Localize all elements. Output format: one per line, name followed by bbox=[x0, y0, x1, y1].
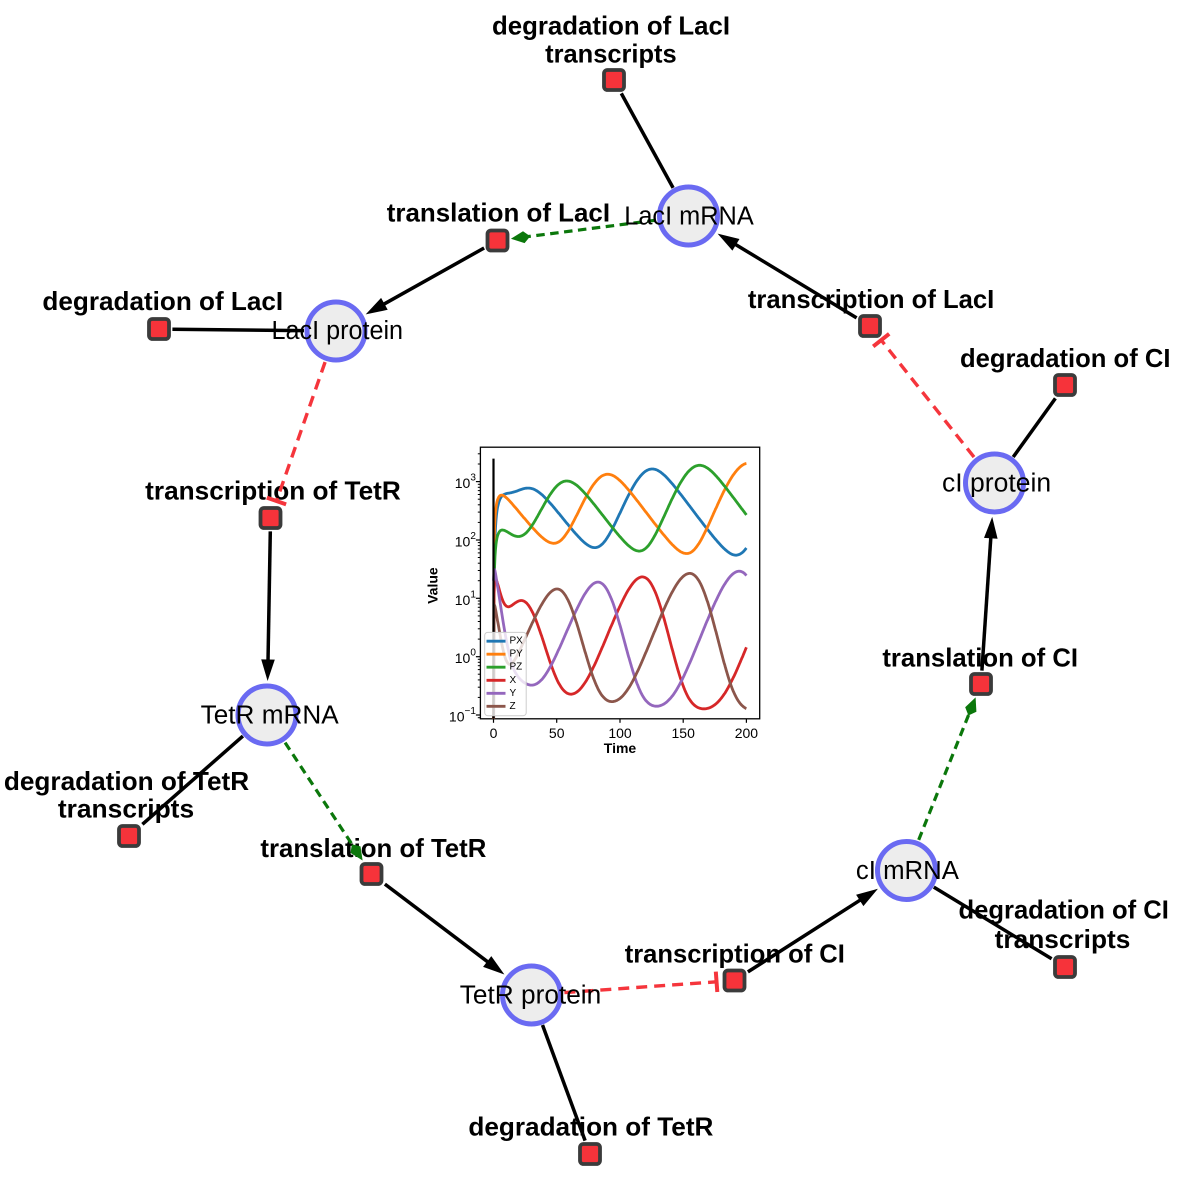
svg-text:Time: Time bbox=[604, 740, 637, 756]
svg-text:PZ: PZ bbox=[510, 662, 523, 673]
svg-text:translation of CI: translation of CI bbox=[882, 643, 1078, 673]
svg-text:cI mRNA: cI mRNA bbox=[856, 857, 959, 885]
svg-text:transcripts: transcripts bbox=[545, 39, 677, 69]
svg-text:150: 150 bbox=[672, 725, 696, 741]
svg-text:degradation of TetR: degradation of TetR bbox=[4, 766, 250, 796]
svg-text:translation of TetR: translation of TetR bbox=[260, 833, 486, 863]
svg-text:degradation of LacI: degradation of LacI bbox=[492, 11, 730, 41]
svg-text:Y: Y bbox=[510, 688, 517, 699]
svg-text:LacI mRNA: LacI mRNA bbox=[624, 203, 754, 231]
svg-text:Z: Z bbox=[510, 701, 516, 712]
svg-text:transcripts: transcripts bbox=[995, 924, 1131, 954]
svg-text:X: X bbox=[510, 675, 517, 686]
svg-text:200: 200 bbox=[735, 725, 759, 741]
svg-text:cI protein: cI protein bbox=[942, 470, 1051, 498]
svg-text:TetR mRNA: TetR mRNA bbox=[201, 702, 339, 730]
svg-text:0: 0 bbox=[490, 725, 498, 741]
svg-text:PX: PX bbox=[510, 636, 524, 647]
svg-text:transcription of CI: transcription of CI bbox=[625, 939, 845, 969]
svg-text:translation of LacI: translation of LacI bbox=[387, 198, 610, 228]
svg-text:degradation of CI: degradation of CI bbox=[959, 895, 1169, 925]
svg-text:degradation of TetR: degradation of TetR bbox=[468, 1111, 713, 1141]
svg-text:TetR protein: TetR protein bbox=[460, 982, 602, 1010]
svg-text:LacI protein: LacI protein bbox=[272, 317, 404, 345]
svg-text:transcription of LacI: transcription of LacI bbox=[748, 284, 994, 314]
svg-text:degradation of CI: degradation of CI bbox=[960, 343, 1171, 373]
svg-text:50: 50 bbox=[549, 725, 565, 741]
svg-text:PY: PY bbox=[510, 649, 524, 660]
svg-text:100: 100 bbox=[608, 725, 632, 741]
svg-text:degradation of LacI: degradation of LacI bbox=[42, 286, 283, 316]
svg-text:Value: Value bbox=[425, 567, 441, 604]
